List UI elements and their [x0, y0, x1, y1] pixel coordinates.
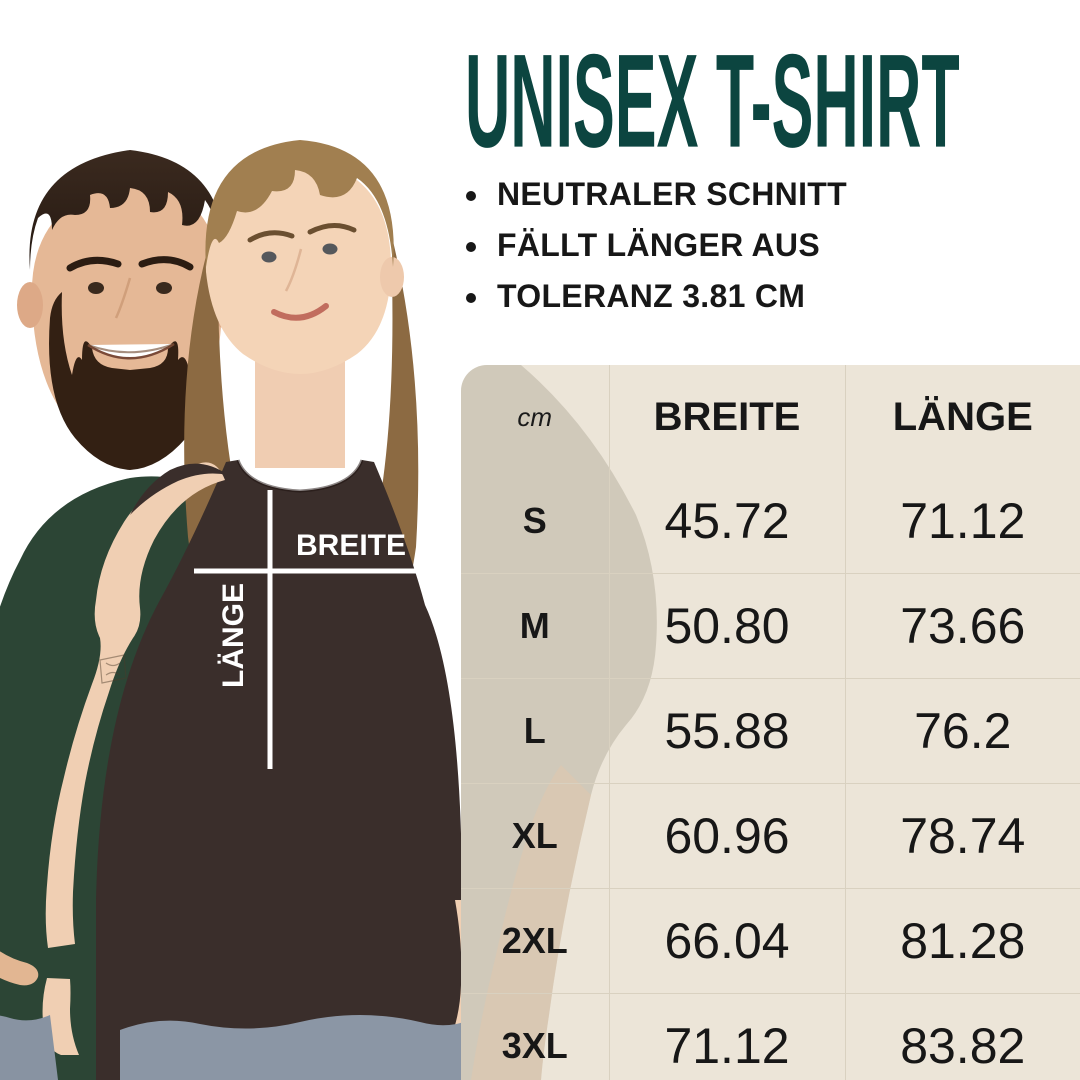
- svg-text:LÄNGE: LÄNGE: [217, 583, 250, 688]
- svg-text:BREITE: BREITE: [296, 529, 406, 562]
